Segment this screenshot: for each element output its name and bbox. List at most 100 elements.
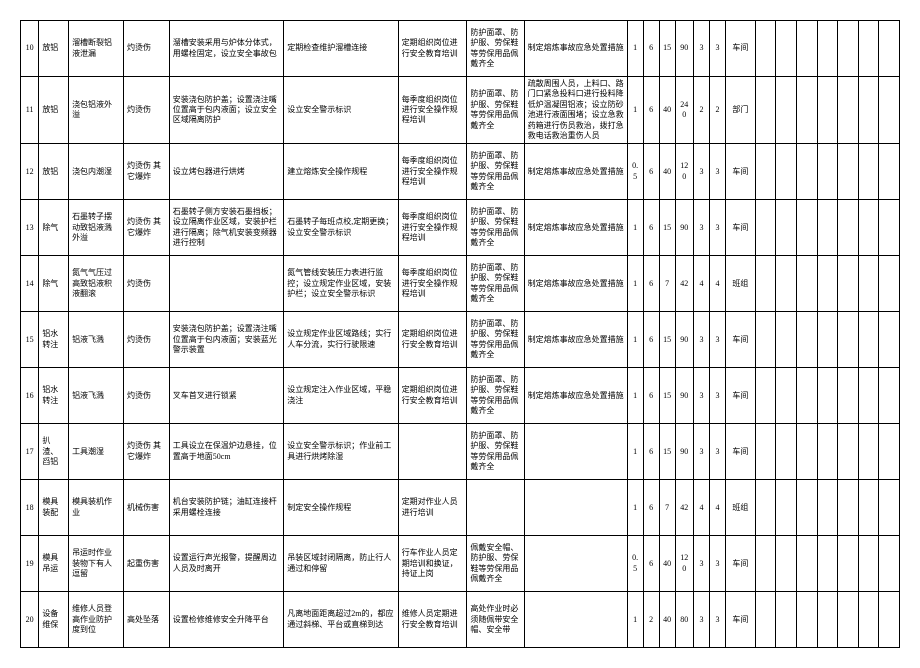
cell: 120	[675, 536, 693, 592]
cell	[796, 592, 817, 648]
cell	[858, 480, 879, 536]
cell: 6	[643, 424, 659, 480]
cell: 2	[643, 592, 659, 648]
cell: 4	[709, 480, 725, 536]
cell: 石墨转子侧方安装石墨挡板；设立隔离作业区域，安装护栏进行隔离；除气机安装变频器进…	[169, 200, 283, 256]
cell: 设立烤包器进行烘烤	[169, 144, 283, 200]
cell: 行车作业人员定期培训和换证，持证上岗	[398, 536, 467, 592]
cell: 灼烫伤	[124, 21, 170, 77]
cell: 模具装机作业	[69, 480, 124, 536]
cell	[858, 592, 879, 648]
cell: 除气	[39, 200, 69, 256]
cell: 工具设立在保温炉边悬挂，位置高于地面50cm	[169, 424, 283, 480]
cell: 班组	[725, 480, 755, 536]
cell: 除气	[39, 256, 69, 312]
cell: 模具吊运	[39, 536, 69, 592]
cell: 3	[693, 424, 709, 480]
table-row: 14除气氮气气压过高致铝液积液翻滚灼烫伤氮气管线安装压力表进行监控；设立规定作业…	[21, 256, 900, 312]
table-row: 18模具装配模具装机作业机械伤害机台安装防护链；油缸连接杆采用螺栓连接制定安全操…	[21, 480, 900, 536]
cell: 11	[21, 77, 39, 144]
cell: 车间	[725, 200, 755, 256]
cell	[755, 480, 776, 536]
cell: 0.5	[627, 144, 643, 200]
cell: 6	[643, 21, 659, 77]
cell: 吊运时作业装物下有人逗留	[69, 536, 124, 592]
cell	[858, 144, 879, 200]
cell: 1	[627, 424, 643, 480]
cell	[838, 592, 859, 648]
cell	[817, 368, 838, 424]
cell	[858, 77, 879, 144]
cell: 0.5	[627, 536, 643, 592]
cell	[776, 77, 797, 144]
cell: 铝水转注	[39, 312, 69, 368]
cell: 3	[693, 592, 709, 648]
cell: 石墨转子摆动致铝液溅外溢	[69, 200, 124, 256]
cell: 1	[627, 21, 643, 77]
cell	[879, 200, 900, 256]
cell: 防护面罩、防护服、劳保鞋等劳保用品佩戴齐全	[467, 424, 524, 480]
cell	[879, 536, 900, 592]
cell: 防护面罩、防护服、劳保鞋等劳保用品佩戴齐全	[467, 256, 524, 312]
cell: 2	[709, 77, 725, 144]
cell: 防护面罩、防护服、劳保鞋等劳保用品佩戴齐全	[467, 77, 524, 144]
cell: 1	[627, 312, 643, 368]
cell: 40	[659, 77, 675, 144]
table-row: 15铝水转注铝液飞溅灼烫伤安装浇包防护盖；设置浇注嘴位置高于包内液面；安装蓝光警…	[21, 312, 900, 368]
cell	[817, 77, 838, 144]
cell	[755, 144, 776, 200]
cell: 佩戴安全帽、防护服、劳保鞋等劳保用品佩戴齐全	[467, 536, 524, 592]
cell: 3	[709, 200, 725, 256]
cell: 3	[693, 200, 709, 256]
cell: 240	[675, 77, 693, 144]
cell	[817, 592, 838, 648]
cell	[879, 77, 900, 144]
cell: 6	[643, 256, 659, 312]
cell	[796, 368, 817, 424]
cell: 15	[659, 21, 675, 77]
cell	[796, 21, 817, 77]
cell: 17	[21, 424, 39, 480]
cell: 溜槽安装采用与炉体分体式，用螺栓固定，设立安全事故包	[169, 21, 283, 77]
cell: 建立熔炼安全操作规程	[284, 144, 398, 200]
cell: 7	[659, 480, 675, 536]
cell: 防护面罩、防护服、劳保鞋等劳保用品佩戴齐全	[467, 200, 524, 256]
cell: 吊装区域封闭隔离，防止行人通过和停留	[284, 536, 398, 592]
cell	[776, 144, 797, 200]
cell	[755, 256, 776, 312]
cell: 防护面罩、防护服、劳保鞋等劳保用品佩戴齐全	[467, 144, 524, 200]
cell: 石墨转子每班点校,定期更换；设立安全警示标识	[284, 200, 398, 256]
cell	[796, 480, 817, 536]
table-row: 10放铝溜槽断裂铝液泄漏灼烫伤溜槽安装采用与炉体分体式，用螺栓固定，设立安全事故…	[21, 21, 900, 77]
cell	[776, 592, 797, 648]
cell: 防护面罩、防护服、劳保鞋等劳保用品佩戴齐全	[467, 312, 524, 368]
cell: 铝液飞溅	[69, 368, 124, 424]
cell: 车间	[725, 21, 755, 77]
cell: 6	[643, 144, 659, 200]
table-row: 13除气石墨转子摆动致铝液溅外溢灼烫伤 其它爆炸石墨转子侧方安装石墨挡板；设立隔…	[21, 200, 900, 256]
cell	[796, 144, 817, 200]
cell	[879, 368, 900, 424]
cell: 维修人员登高作业防护度到位	[69, 592, 124, 648]
cell: 灼烫伤 其它爆炸	[124, 144, 170, 200]
cell	[858, 312, 879, 368]
cell: 制定熔炼事故应急处置措施	[524, 368, 627, 424]
cell: 高处作业时必须随佩带安全帽、安全带	[467, 592, 524, 648]
cell: 模具装配	[39, 480, 69, 536]
cell: 1	[627, 77, 643, 144]
cell: 设置运行声光报警，提醒周边人员及时离开	[169, 536, 283, 592]
cell: 设立规定作业区域路线；实行人车分流，实行行驶限速	[284, 312, 398, 368]
cell	[817, 200, 838, 256]
cell: 起重伤害	[124, 536, 170, 592]
cell	[838, 144, 859, 200]
cell: 1	[627, 200, 643, 256]
cell: 1	[627, 256, 643, 312]
cell	[838, 21, 859, 77]
cell: 工具潮湿	[69, 424, 124, 480]
cell: 浇包铝液外溢	[69, 77, 124, 144]
cell: 部门	[725, 77, 755, 144]
cell: 每季度组织岗位进行安全操作规程培训	[398, 200, 467, 256]
cell: 设置检修维修安全升降平台	[169, 592, 283, 648]
cell	[524, 536, 627, 592]
cell: 1	[627, 592, 643, 648]
